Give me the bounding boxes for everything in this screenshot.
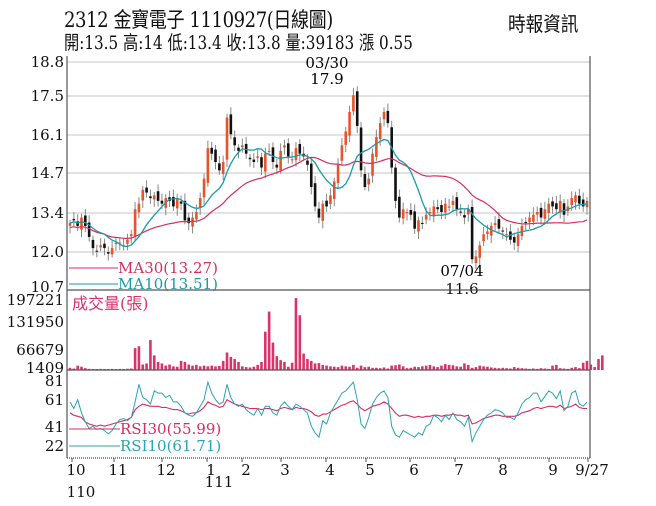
svg-text:5: 5 (365, 461, 375, 479)
ma10-line (69, 138, 588, 248)
volume-title: 成交量(張) (72, 294, 149, 313)
rsi-legend: RSI30(55.99)RSI10(61.71) (69, 420, 221, 455)
svg-text:197221: 197221 (7, 291, 64, 309)
svg-text:MA30(13.27): MA30(13.27) (118, 259, 218, 277)
svg-text:16.1: 16.1 (31, 126, 64, 144)
svg-text:11.6: 11.6 (445, 280, 478, 298)
svg-text:9/27: 9/27 (575, 461, 609, 479)
price-y-axis: 18.8 17.5 16.1 14.7 13.4 12.0 10.7 (31, 53, 64, 296)
svg-text:66679: 66679 (16, 341, 64, 359)
volume-bars (68, 298, 604, 370)
svg-text:03/30: 03/30 (305, 54, 348, 72)
svg-text:11: 11 (108, 461, 127, 479)
svg-text:131950: 131950 (7, 313, 64, 331)
svg-text:4: 4 (325, 461, 335, 479)
svg-text:13.4: 13.4 (31, 204, 64, 222)
chart-title: 2312 金寶電子 1110927(日線圖) (64, 8, 333, 32)
candlesticks (68, 86, 589, 270)
svg-text:3: 3 (280, 461, 290, 479)
svg-text:17.9: 17.9 (310, 70, 343, 88)
svg-text:22: 22 (45, 437, 64, 455)
ma30-line (69, 156, 588, 240)
chart-frame (66, 56, 591, 459)
rsi30-line (69, 398, 587, 427)
rsi10-line (69, 380, 588, 444)
svg-text:41: 41 (45, 418, 64, 436)
svg-text:9: 9 (548, 461, 558, 479)
price-legend: MA30(13.27)MA10(13.51) (69, 259, 218, 293)
svg-text:61: 61 (45, 391, 64, 409)
svg-text:10: 10 (66, 461, 85, 479)
svg-text:8: 8 (498, 461, 508, 479)
svg-text:1: 1 (206, 461, 216, 479)
svg-text:07/04: 07/04 (440, 262, 483, 280)
svg-text:81: 81 (45, 372, 64, 390)
svg-text:12: 12 (156, 461, 175, 479)
svg-text:RSI30(55.99): RSI30(55.99) (120, 420, 221, 438)
brand-label: 時報資訊 (508, 12, 579, 36)
svg-text:2: 2 (241, 461, 251, 479)
svg-text:17.5: 17.5 (31, 87, 64, 105)
svg-text:14.7: 14.7 (31, 164, 64, 182)
svg-text:6: 6 (409, 461, 419, 479)
svg-text:MA10(13.51): MA10(13.51) (118, 275, 218, 293)
svg-text:12.0: 12.0 (31, 243, 64, 261)
svg-text:110: 110 (67, 483, 96, 501)
ohlc-summary: 開:13.5 高:14 低:13.4 收:13.8 量:39183 漲 0.55 (64, 32, 413, 54)
svg-text:10.7: 10.7 (31, 278, 64, 296)
svg-text:111: 111 (205, 473, 234, 491)
svg-text:7: 7 (454, 461, 464, 479)
svg-text:RSI10(61.71): RSI10(61.71) (120, 437, 221, 455)
svg-text:18.8: 18.8 (31, 53, 64, 71)
svg-text:1409: 1409 (26, 359, 64, 377)
price-gridlines (67, 61, 590, 253)
